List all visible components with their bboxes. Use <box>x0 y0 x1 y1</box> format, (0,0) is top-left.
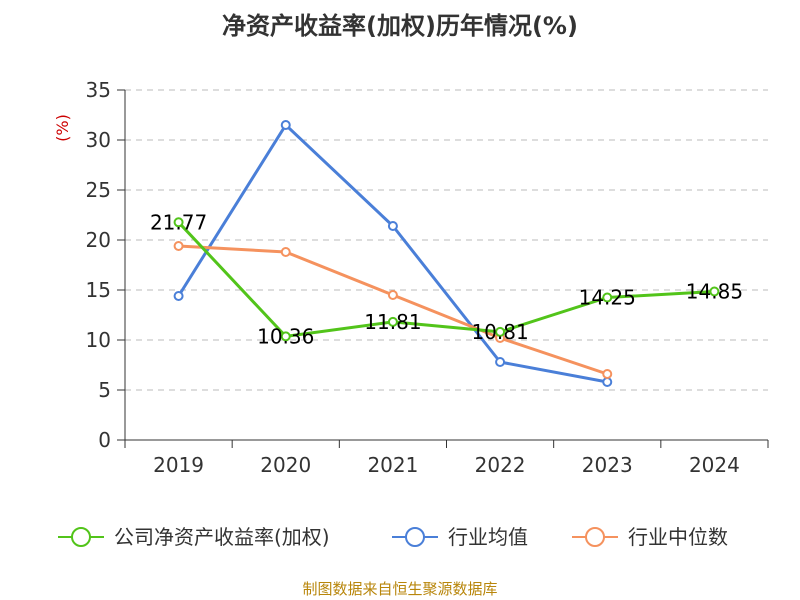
y-tick-label: 0 <box>98 428 111 452</box>
x-tick-label-2019: 2019 <box>153 453 204 477</box>
x-tick-label-2020: 2020 <box>260 453 311 477</box>
series-1-point-2022 <box>495 357 506 367</box>
legend-marker-1 <box>405 527 425 547</box>
y-tick-label: 25 <box>86 178 111 202</box>
y-tick-label: 10 <box>86 328 111 352</box>
series-1-point-2020 <box>280 120 291 130</box>
data-label-2024: 14.85 <box>686 280 743 304</box>
y-tick-label: 30 <box>86 128 111 152</box>
series-2-point-2019 <box>173 241 184 251</box>
x-tick-label-2024: 2024 <box>689 453 740 477</box>
series-2-point-2023 <box>602 369 613 379</box>
data-labels: 21.77 10.36 11.81 10.81 14.25 14.85 <box>150 210 743 348</box>
series-2-point-2020 <box>280 247 291 257</box>
y-tick-label: 5 <box>98 378 111 402</box>
y-tick-label: 20 <box>86 228 111 252</box>
chart-title: 净资产收益率(加权)历年情况(%) <box>222 12 578 40</box>
x-tick-label-2021: 2021 <box>367 453 418 477</box>
data-label-2022: 10.81 <box>471 320 528 344</box>
legend: 公司净资产收益率(加权) 行业均值 行业中位数 <box>58 525 728 549</box>
y-axis-label: (%) <box>53 114 72 142</box>
series-1-point-2021 <box>387 221 398 231</box>
gridlines <box>125 89 768 391</box>
series-line-0 <box>177 221 715 338</box>
axes: 0 5 10 15 20 25 30 35 2019 2020 2021 2022 2023 2024 <box>86 78 769 477</box>
x-tick-label-2022: 2022 <box>475 453 526 477</box>
series-line-1 <box>177 123 608 384</box>
legend-marker-2 <box>585 527 605 547</box>
source-note: 制图数据来自恒生聚源数据库 <box>302 580 497 598</box>
data-label-2023: 14.25 <box>579 286 636 310</box>
legend-label-2: 行业中位数 <box>628 525 728 549</box>
series-0-point-2022 <box>495 326 506 337</box>
series-0-point-2020 <box>280 331 291 342</box>
data-label-2021: 11.81 <box>364 310 421 334</box>
legend-marker-0 <box>71 527 91 547</box>
series-layer <box>173 120 720 387</box>
legend-label-1: 行业均值 <box>448 525 528 549</box>
series-0-point-2023 <box>602 292 613 303</box>
y-tick-label: 35 <box>86 78 111 102</box>
series-1-point-2023 <box>602 377 613 387</box>
data-label-2020: 10.36 <box>257 324 314 348</box>
series-0-point-2021 <box>387 316 398 327</box>
series-0-point-2024 <box>709 286 720 297</box>
legend-label-0: 公司净资产收益率(加权) <box>114 525 330 549</box>
series-2-point-2021 <box>387 290 398 300</box>
x-tick-label-2023: 2023 <box>582 453 633 477</box>
series-1-point-2019 <box>173 291 184 301</box>
series-0-point-2019 <box>173 217 184 228</box>
y-tick-label: 15 <box>86 278 111 302</box>
data-label-2019: 21.77 <box>150 210 207 234</box>
